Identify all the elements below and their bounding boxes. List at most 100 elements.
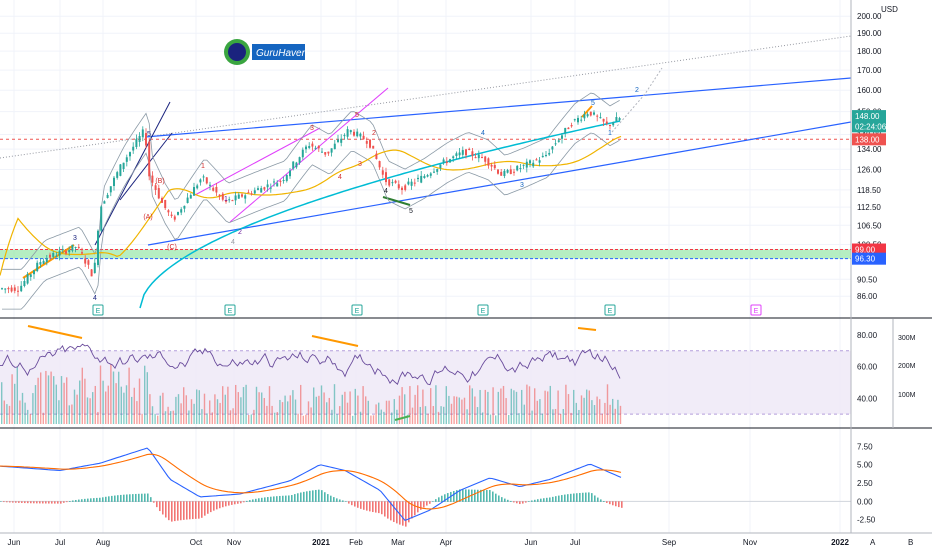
- candle-body: [314, 147, 317, 149]
- volume-bar: [479, 389, 481, 424]
- volume-bar: [406, 414, 408, 424]
- candle-body: [189, 195, 192, 199]
- volume-bar: [105, 391, 107, 424]
- macd-histogram-bar: [51, 501, 53, 504]
- volume-bar: [50, 371, 52, 424]
- macd-histogram-bar: [291, 495, 293, 502]
- earnings-marker-label: E: [228, 308, 233, 315]
- volume-bar: [214, 394, 216, 424]
- candle-body: [1, 288, 3, 290]
- rsi-band[interactable]: [0, 350, 851, 415]
- support-zone[interactable]: [0, 249, 851, 259]
- volume-bar: [224, 394, 226, 424]
- macd-histogram-bar: [165, 501, 167, 518]
- candle-body: [87, 260, 90, 265]
- volume-bar: [206, 413, 208, 424]
- candle-body: [618, 118, 621, 121]
- logo-badge: [252, 44, 305, 60]
- candle-body: [397, 184, 400, 189]
- logo-text: GuruHaven: [256, 48, 308, 59]
- earnings-marker[interactable]: [604, 304, 616, 316]
- projection-line[interactable]: [611, 67, 663, 133]
- candle-body: [106, 194, 109, 198]
- macd-pane[interactable]: [0, 447, 851, 527]
- macd-histogram-bar: [189, 501, 191, 520]
- volume-bar: [578, 409, 580, 424]
- earnings-marker[interactable]: [351, 304, 363, 316]
- macd-histogram-bar: [618, 501, 620, 508]
- candle-body: [202, 176, 205, 178]
- candle-body: [602, 118, 605, 122]
- macd-histogram-bar: [6, 501, 8, 503]
- candle-body: [26, 274, 29, 284]
- candle-body: [580, 119, 583, 121]
- magenta-trend-line[interactable]: [194, 127, 321, 196]
- log-scale-button[interactable]: B: [908, 538, 913, 547]
- candle-body: [141, 129, 144, 138]
- volume-bar: [307, 401, 310, 424]
- rsi-volume-pane[interactable]: [0, 325, 851, 424]
- volume-bar: [580, 395, 583, 424]
- volume-bar: [458, 397, 460, 424]
- macd-histogram-bar: [117, 495, 119, 502]
- macd-histogram-bar: [198, 501, 200, 519]
- long-trend-line[interactable]: [0, 35, 852, 159]
- magenta-trend-line[interactable]: [229, 87, 389, 223]
- logo[interactable]: GuruHaven: [224, 39, 308, 65]
- volume-bar: [539, 399, 541, 424]
- rsi-tick-label: 60.00: [857, 363, 878, 372]
- macd-histogram-bar: [36, 501, 38, 504]
- wave3-channel-line[interactable]: [119, 132, 173, 201]
- volume-bar: [167, 406, 169, 424]
- candle-body: [125, 157, 128, 162]
- channel-upper-line[interactable]: [144, 77, 852, 138]
- macd-histogram-bar: [234, 501, 236, 505]
- macd-histogram-bar: [75, 499, 77, 502]
- volume-bar: [276, 412, 278, 424]
- macd-histogram-bar: [525, 501, 527, 503]
- candle-body: [583, 114, 586, 119]
- macd-histogram-bar: [153, 501, 155, 503]
- volume-bar: [27, 409, 29, 424]
- volume-bar: [281, 402, 284, 424]
- macd-histogram-bar: [567, 494, 569, 502]
- price-label: 02:24:06: [855, 122, 887, 131]
- earnings-marker[interactable]: [477, 304, 489, 316]
- earnings-marker[interactable]: [750, 304, 762, 316]
- candle-body: [359, 133, 362, 137]
- volume-bar: [495, 415, 497, 424]
- volume-bar: [333, 384, 336, 424]
- channel-lower-line[interactable]: [147, 121, 852, 246]
- price-pane[interactable]: [0, 35, 852, 316]
- candle-body: [487, 158, 490, 166]
- macd-histogram-bar: [96, 497, 98, 502]
- candle-body: [468, 148, 471, 151]
- macd-histogram-bar: [255, 498, 257, 502]
- volume-bar: [432, 406, 434, 424]
- macd-histogram-bar: [612, 501, 614, 506]
- macd-histogram-bar: [144, 493, 146, 502]
- volume-bar: [463, 397, 466, 424]
- candle-body: [132, 146, 135, 151]
- volume-bar: [362, 386, 364, 424]
- volume-bar: [612, 398, 614, 424]
- auto-scale-button[interactable]: A: [870, 538, 876, 547]
- volume-bar: [144, 365, 146, 424]
- wave-label: 2: [635, 87, 639, 94]
- macd-histogram-bar: [273, 496, 275, 502]
- orange-wave-line[interactable]: [22, 244, 75, 279]
- volume-bar: [159, 395, 161, 424]
- candle-body: [180, 209, 183, 213]
- volume-bar: [266, 405, 268, 424]
- volume-bar: [53, 376, 55, 424]
- macd-histogram-bar: [570, 493, 572, 502]
- earnings-marker[interactable]: [224, 304, 236, 316]
- candle-body: [221, 193, 224, 200]
- candle-body: [292, 161, 295, 169]
- volume-bar: [593, 405, 596, 424]
- wave-label: 4: [93, 295, 97, 302]
- candle-body: [295, 162, 298, 168]
- scale-buttons[interactable]: A B: [870, 538, 913, 547]
- earnings-marker[interactable]: [92, 304, 104, 316]
